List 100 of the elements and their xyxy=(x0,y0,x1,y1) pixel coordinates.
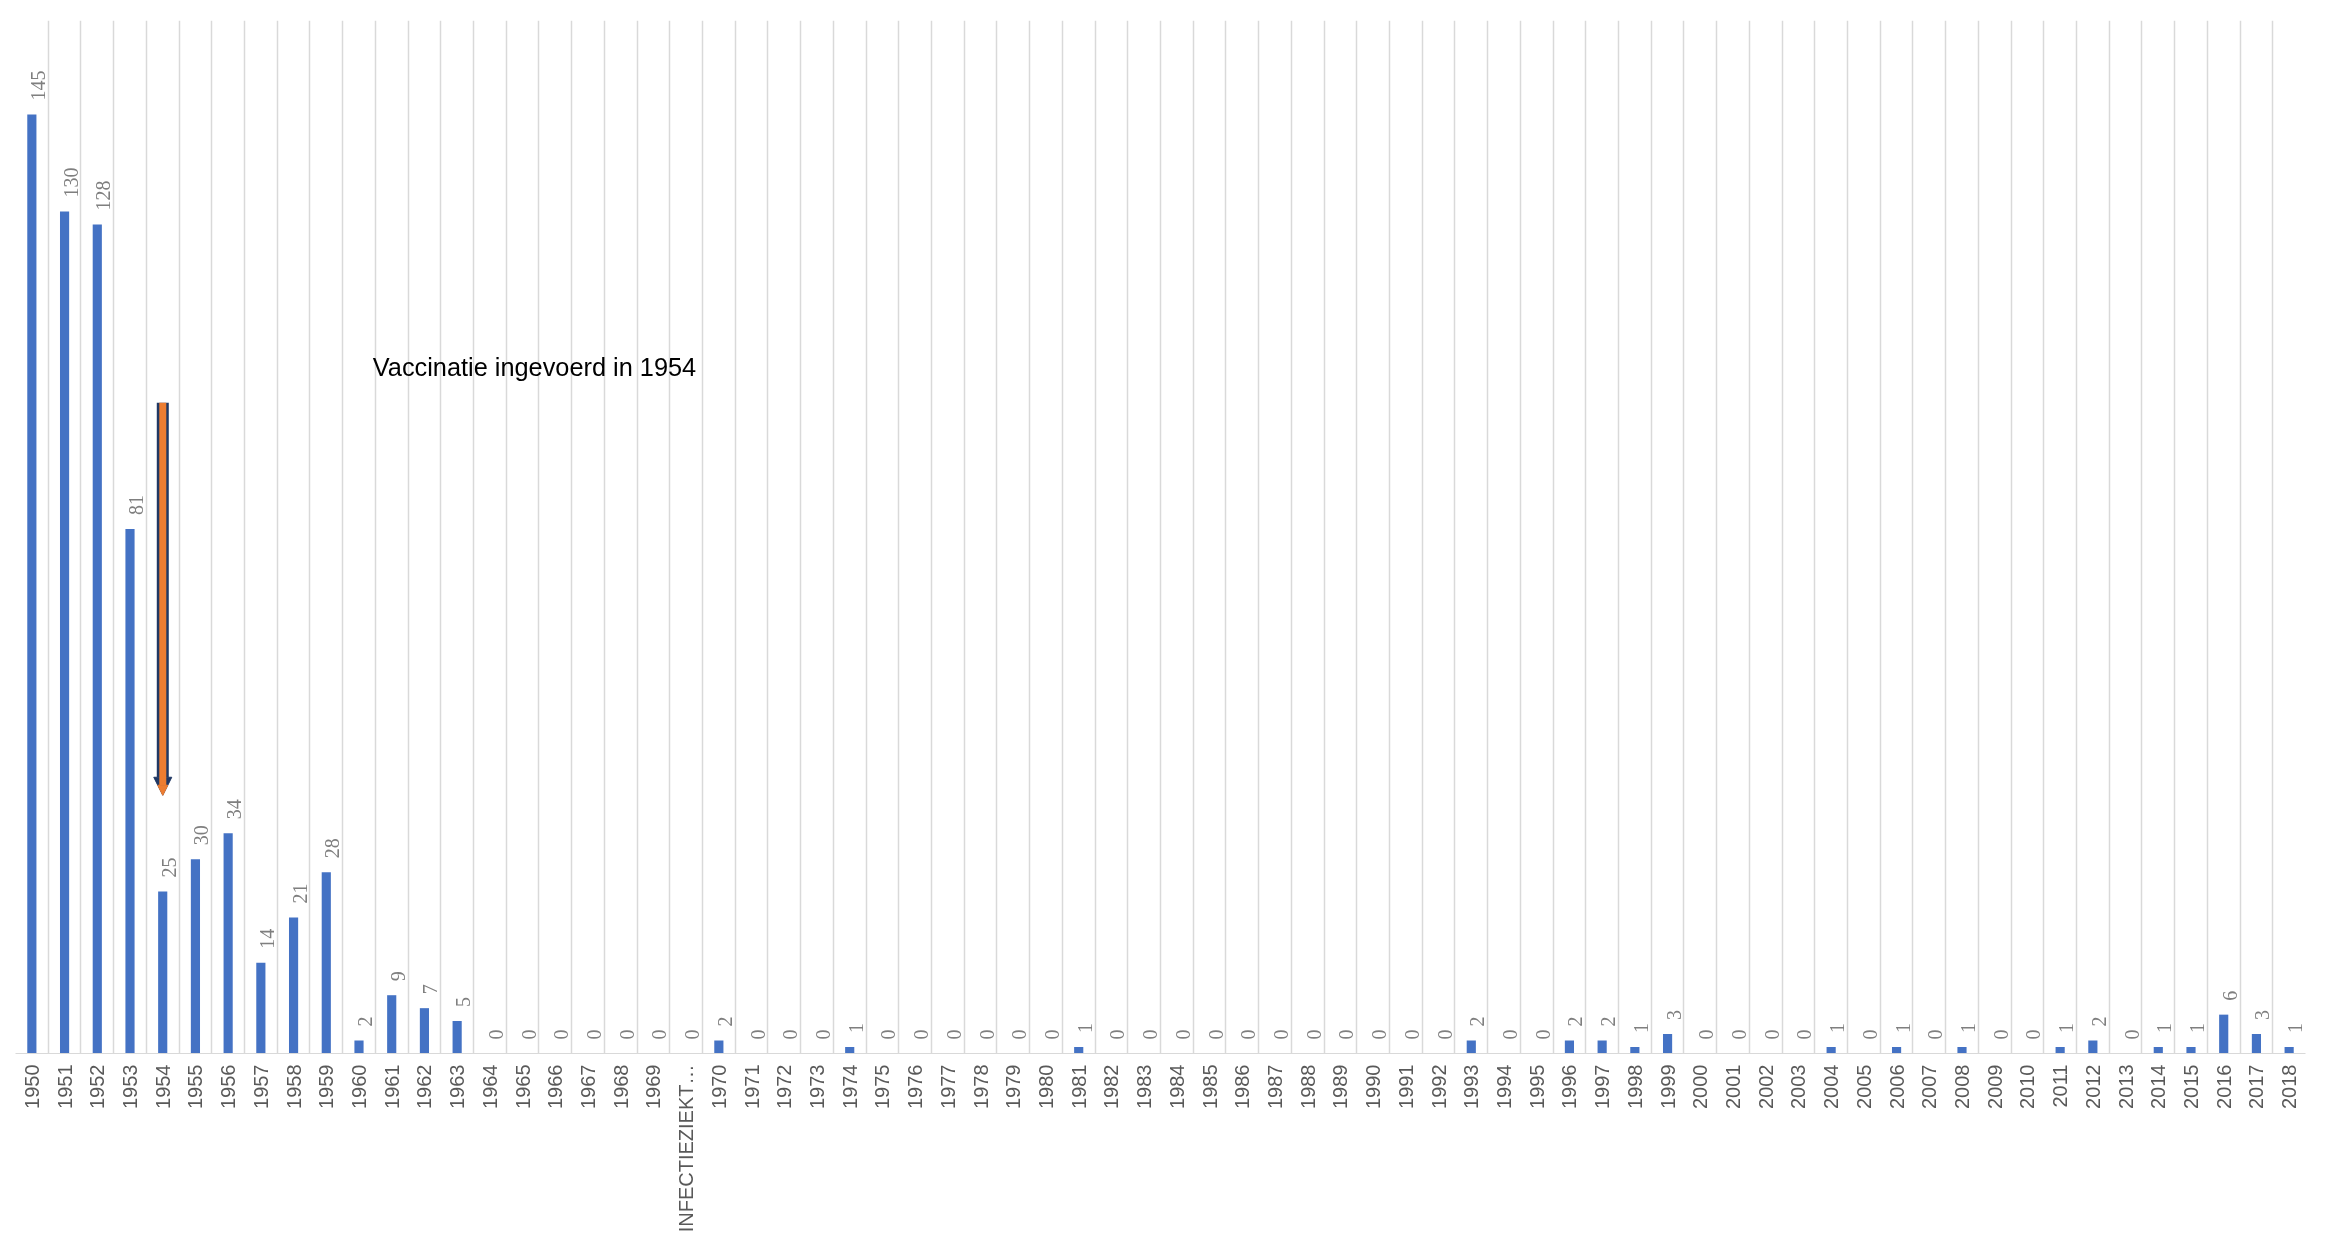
bar xyxy=(2153,1047,2163,1054)
x-tick-label: 1972 xyxy=(773,1064,796,1109)
bar xyxy=(256,962,266,1054)
bar xyxy=(1957,1047,1967,1054)
x-tick-label: 2016 xyxy=(2212,1064,2235,1109)
x-tick-label: 1992 xyxy=(1427,1064,1450,1109)
data-label: 0 xyxy=(1368,1029,1391,1040)
x-tick-label: 1998 xyxy=(1623,1064,1646,1109)
x-tick-label: 2007 xyxy=(1918,1064,1941,1109)
data-label: 6 xyxy=(2218,990,2241,1001)
bar xyxy=(387,995,397,1054)
bar xyxy=(1630,1047,1640,1054)
x-tick-label: 1961 xyxy=(380,1064,403,1109)
data-label: 0 xyxy=(1041,1029,1063,1040)
x-tick-label: 2010 xyxy=(2016,1064,2039,1109)
data-label: 2 xyxy=(354,1016,376,1027)
data-label: 2 xyxy=(1466,1016,1489,1027)
data-label: 0 xyxy=(1139,1029,1162,1040)
bar xyxy=(452,1021,462,1054)
bar xyxy=(2251,1034,2262,1054)
bar xyxy=(714,1040,724,1054)
data-label: 0 xyxy=(1400,1029,1423,1040)
x-tick-label: 1957 xyxy=(249,1064,272,1109)
data-label: 0 xyxy=(550,1029,573,1040)
x-tick-label: 2009 xyxy=(1983,1064,2006,1109)
bar xyxy=(354,1040,364,1054)
data-label: 0 xyxy=(1335,1029,1358,1040)
bar xyxy=(288,917,299,1054)
x-tick-label: 1951 xyxy=(53,1064,76,1109)
x-tick-label: 1990 xyxy=(1362,1064,1385,1109)
x-tick-label: 1955 xyxy=(184,1064,207,1109)
x-tick-label: 1958 xyxy=(282,1064,305,1109)
x-tick-label: 2002 xyxy=(1754,1064,1777,1109)
data-label: 1 xyxy=(2055,1023,2078,1034)
data-label: 130 xyxy=(59,167,82,198)
data-label: 0 xyxy=(942,1029,965,1040)
data-label: 7 xyxy=(419,984,442,995)
bar xyxy=(190,859,201,1054)
bar xyxy=(2219,1014,2229,1054)
x-tick-label: 1981 xyxy=(1067,1064,1090,1109)
x-tick-label: 2006 xyxy=(1885,1064,1908,1109)
x-tick-label: 1968 xyxy=(609,1064,632,1109)
x-tick-label: 1953 xyxy=(119,1064,141,1109)
data-label: 0 xyxy=(746,1029,769,1040)
x-tick-label: 1977 xyxy=(936,1064,959,1109)
data-label: 0 xyxy=(1237,1029,1260,1040)
data-label: 2 xyxy=(1597,1016,1620,1027)
x-tick-label: 1987 xyxy=(1264,1064,1286,1109)
x-tick-label: 1959 xyxy=(315,1064,338,1109)
data-label: 0 xyxy=(681,1029,704,1040)
x-tick-label: 1974 xyxy=(838,1064,861,1109)
data-label: 145 xyxy=(26,70,49,101)
x-tick-label: 1964 xyxy=(478,1064,501,1109)
x-tick-label: 2015 xyxy=(2180,1064,2202,1109)
data-label: 0 xyxy=(1499,1029,1521,1040)
x-tick-label: 2001 xyxy=(1722,1064,1744,1109)
x-tick-label: 1984 xyxy=(1165,1064,1188,1109)
x-tick-label: 1986 xyxy=(1231,1064,1254,1109)
x-tick-label: 2003 xyxy=(1787,1064,1810,1109)
data-label: 0 xyxy=(1008,1029,1031,1040)
data-label: 0 xyxy=(1695,1029,1718,1040)
x-tick-label: 1983 xyxy=(1133,1064,1156,1109)
data-label: 3 xyxy=(1662,1010,1685,1021)
data-label: 0 xyxy=(1270,1029,1292,1040)
x-tick-label: 1996 xyxy=(1558,1064,1581,1109)
bar xyxy=(1662,1034,1673,1054)
bar xyxy=(2284,1047,2294,1054)
x-tick-label: 1982 xyxy=(1100,1064,1123,1109)
x-tick-label: 1991 xyxy=(1394,1064,1417,1109)
bar xyxy=(1466,1040,1476,1054)
data-label: 0 xyxy=(1204,1029,1227,1040)
x-tick-label: 1989 xyxy=(1329,1064,1352,1109)
x-tick-label: 1952 xyxy=(86,1064,109,1109)
data-label: 0 xyxy=(1858,1029,1881,1040)
data-label: 0 xyxy=(1989,1029,2012,1040)
x-tick-label: 1985 xyxy=(1198,1064,1221,1109)
x-tick-label: 1976 xyxy=(904,1064,927,1109)
bar xyxy=(2055,1047,2065,1054)
data-label: 21 xyxy=(288,883,311,904)
data-label: 1 xyxy=(844,1023,867,1034)
x-tick-label: 1969 xyxy=(642,1064,665,1109)
data-label: 0 xyxy=(779,1029,802,1040)
data-label: 14 xyxy=(255,928,278,949)
data-label: 2 xyxy=(2087,1016,2110,1027)
data-label: 0 xyxy=(1531,1029,1554,1040)
x-tick-label: 2012 xyxy=(2081,1064,2104,1109)
x-tick-label: 2004 xyxy=(1820,1064,1843,1109)
bar xyxy=(845,1047,855,1054)
bar xyxy=(1564,1040,1575,1054)
x-tick-label: 1979 xyxy=(1002,1064,1025,1109)
data-label: 0 xyxy=(648,1029,671,1040)
bar xyxy=(59,211,70,1054)
x-tick-label: 2011 xyxy=(2049,1064,2072,1108)
bar xyxy=(419,1008,430,1054)
bar xyxy=(1597,1040,1607,1054)
x-tick-label: 2014 xyxy=(2147,1064,2170,1109)
data-label: 1 xyxy=(1891,1023,1914,1034)
data-label: 30 xyxy=(190,825,213,846)
x-tick-label: 1999 xyxy=(1656,1064,1679,1109)
data-label: 0 xyxy=(1171,1029,1194,1040)
